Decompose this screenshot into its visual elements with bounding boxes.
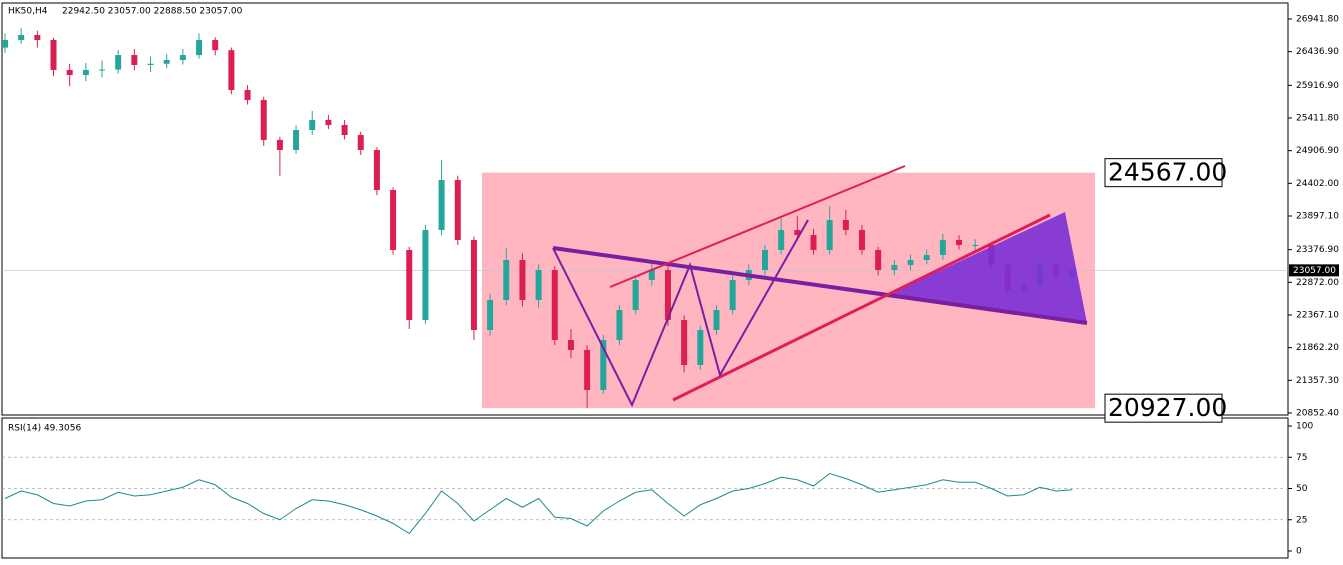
candle-body	[600, 339, 607, 390]
y-tick-label: 21862.20	[1296, 343, 1339, 353]
candle-body	[163, 60, 170, 64]
y-tick-label: 100	[1296, 422, 1313, 432]
candle-body	[697, 330, 704, 366]
candle-body	[681, 319, 688, 366]
candle-body	[972, 244, 979, 246]
candle-body	[82, 69, 89, 76]
current-price: 23057.00	[1293, 266, 1336, 276]
candle-body	[115, 55, 122, 70]
candle-body	[438, 180, 445, 230]
y-tick-label: 25	[1296, 515, 1307, 525]
candle-body	[99, 69, 106, 71]
candle-body	[923, 255, 930, 261]
channel-line	[672, 213, 1051, 402]
candle-body	[616, 310, 623, 340]
candle-body	[778, 229, 785, 250]
price-box	[1289, 264, 1339, 277]
y-tick-label: 24402.00	[1296, 179, 1339, 189]
channel-line	[609, 165, 906, 288]
candle-body	[535, 270, 542, 300]
candle-body	[228, 50, 235, 91]
candle-body	[794, 229, 801, 236]
candle-body	[519, 260, 526, 300]
candle-body	[939, 240, 946, 256]
candle-body	[729, 279, 736, 311]
candle-body	[34, 35, 41, 41]
candle-body	[325, 119, 332, 126]
y-tick-label: 75	[1296, 453, 1307, 463]
candle-body	[309, 119, 316, 131]
rsi-title: RSI(14) 49.3056	[8, 424, 81, 434]
candle-body	[422, 229, 429, 320]
candle-body	[373, 150, 380, 190]
candle-body	[179, 55, 186, 61]
y-tick-label: 50	[1296, 484, 1308, 494]
candle-body	[875, 249, 882, 271]
candle-body	[341, 125, 348, 135]
candle-body	[551, 270, 558, 340]
candle-body	[810, 235, 817, 250]
candle-body	[131, 55, 138, 65]
y-tick-label: 22367.10	[1296, 310, 1339, 320]
candle-body	[196, 40, 203, 56]
candle-body	[18, 35, 25, 41]
y-tick-label: 22872.00	[1296, 278, 1339, 288]
candle-body	[503, 260, 510, 300]
candle-body	[487, 299, 494, 331]
candle-body	[584, 350, 591, 390]
candle-body	[907, 260, 914, 265]
candle-body	[212, 40, 219, 51]
candle-body	[842, 220, 849, 230]
zone-label: 20927.00	[1108, 393, 1227, 422]
candle-body	[454, 180, 461, 241]
drawings	[552, 165, 1088, 408]
candle-body	[2, 40, 8, 48]
rsi-line	[4, 472, 1073, 535]
candle-body	[50, 40, 57, 70]
y-tick-label: 25916.90	[1296, 81, 1339, 91]
candle-body	[664, 270, 671, 320]
candle-body	[244, 90, 251, 100]
candle-body	[859, 229, 866, 250]
candle-body	[470, 240, 477, 331]
y-tick-label: 25411.80	[1296, 113, 1339, 123]
candle-body	[956, 240, 963, 245]
symbol: HK50,H4	[8, 7, 48, 17]
candle-body	[260, 99, 267, 140]
y-tick-label: 26436.90	[1296, 47, 1339, 57]
zone-label-box	[1104, 158, 1223, 188]
y-tick-label: 21357.30	[1296, 376, 1339, 386]
candle-body	[648, 270, 655, 280]
candle-body	[293, 130, 300, 151]
candle-body	[713, 310, 720, 331]
ohlc: 22942.50 23057.00 22888.50 23057.00	[62, 7, 243, 17]
trend-line	[552, 246, 1088, 325]
candle-body	[567, 339, 574, 351]
y-tick-label: 26941.80	[1296, 14, 1339, 24]
triangle	[888, 212, 1087, 323]
candle-body	[761, 249, 768, 271]
y-tick-label: 24906.90	[1296, 146, 1339, 156]
candle-body	[276, 139, 283, 151]
candle-body	[66, 69, 73, 76]
zigzag	[552, 219, 809, 408]
y-tick-label: 23897.10	[1296, 211, 1339, 221]
candle-body	[406, 249, 413, 320]
price-panel	[1, 2, 1289, 416]
y-tick-label: 20852.40	[1296, 409, 1339, 419]
candle-body	[147, 63, 154, 65]
y-tick-label: 23376.90	[1296, 245, 1339, 255]
zone-label-box	[1104, 393, 1223, 423]
candle-body	[390, 189, 397, 250]
y-tick-label: 0	[1296, 547, 1302, 557]
candle-body	[632, 279, 639, 311]
candle-body	[826, 220, 833, 250]
zone-label: 24567.00	[1108, 158, 1227, 187]
candle-body	[357, 134, 364, 151]
candle-body	[891, 264, 898, 271]
